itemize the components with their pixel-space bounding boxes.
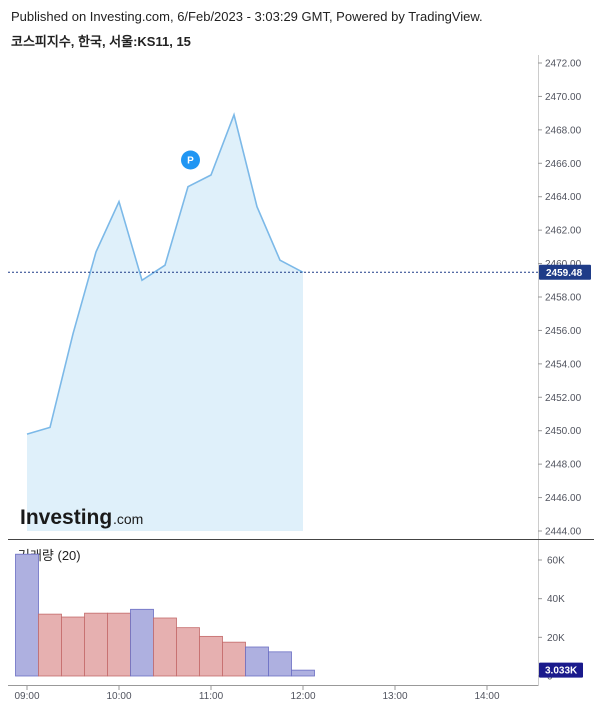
volume-bar bbox=[61, 616, 85, 677]
time-tick-label: 10:00 bbox=[106, 691, 131, 702]
volume-tick-label: 60K bbox=[547, 556, 565, 567]
time-tick-label: 09:00 bbox=[14, 691, 39, 702]
last-volume-label: 3.033K bbox=[545, 666, 578, 677]
price-tick-label: 2460.00 bbox=[545, 259, 582, 270]
price-tick-label: 2454.00 bbox=[545, 359, 582, 370]
price-line bbox=[26, 112, 304, 435]
price-tick-label: 2472.00 bbox=[545, 59, 582, 70]
price-tick-label: 2464.00 bbox=[545, 192, 582, 203]
volume-tick-label: 20K bbox=[547, 633, 565, 644]
p-marker-label: P bbox=[187, 156, 194, 167]
price-tick-label: 2448.00 bbox=[545, 460, 582, 471]
price-axis: 2472.00 2470.00 2468.00 2466.00 2464.00 2462.… bbox=[538, 59, 582, 538]
time-tick-label: 11:00 bbox=[199, 691, 224, 702]
price-area-fill bbox=[27, 114, 303, 532]
last-price-badge: 2459.48 bbox=[539, 264, 591, 280]
last-volume-badge: 3.033K bbox=[539, 662, 583, 678]
volume-bar bbox=[153, 617, 177, 677]
logo-investing-text: Investing bbox=[20, 506, 112, 529]
price-tick-label: 2444.00 bbox=[545, 527, 582, 538]
p-marker[interactable]: P bbox=[181, 150, 200, 170]
volume-bar bbox=[107, 612, 131, 677]
volume-bar bbox=[176, 627, 200, 677]
time-tick-label: 12:00 bbox=[290, 691, 315, 702]
volume-tick-label: 40K bbox=[547, 594, 565, 605]
volume-bar bbox=[84, 612, 108, 677]
published-caption: Published on Investing.com, 6/Feb/2023 -… bbox=[11, 9, 483, 24]
time-tick-label: 13:00 bbox=[382, 691, 407, 702]
volume-bar bbox=[130, 608, 154, 677]
price-tick-label: 2466.00 bbox=[545, 159, 582, 170]
time-axis: 09:00 10:00 11:00 12:00 13:00 14:00 bbox=[14, 686, 500, 702]
volume-bar bbox=[38, 613, 62, 677]
price-tick-label: 2462.00 bbox=[545, 226, 582, 237]
volume-bar bbox=[222, 641, 246, 677]
price-tick-label: 2452.00 bbox=[545, 393, 582, 404]
logo-com-text: .com bbox=[113, 511, 143, 527]
volume-bar bbox=[268, 651, 292, 677]
volume-bar bbox=[291, 669, 315, 677]
volume-bars bbox=[15, 553, 315, 677]
volume-bar bbox=[199, 635, 223, 677]
price-tick-label: 2468.00 bbox=[545, 125, 582, 136]
last-price-label: 2459.48 bbox=[546, 268, 583, 279]
price-tick-label: 2456.00 bbox=[545, 326, 582, 337]
time-tick-label: 14:00 bbox=[474, 691, 499, 702]
volume-bar bbox=[15, 553, 39, 677]
price-tick-label: 2450.00 bbox=[545, 426, 582, 437]
investing-logo: Investing .com bbox=[20, 506, 143, 529]
volume-bar bbox=[245, 646, 269, 677]
price-tick-label: 2470.00 bbox=[545, 92, 582, 103]
price-tick-label: 2446.00 bbox=[545, 493, 582, 504]
price-tick-label: 2458.00 bbox=[545, 293, 582, 304]
symbol-title: 코스피지수, 한국, 서울:KS11, 15 bbox=[11, 34, 191, 49]
